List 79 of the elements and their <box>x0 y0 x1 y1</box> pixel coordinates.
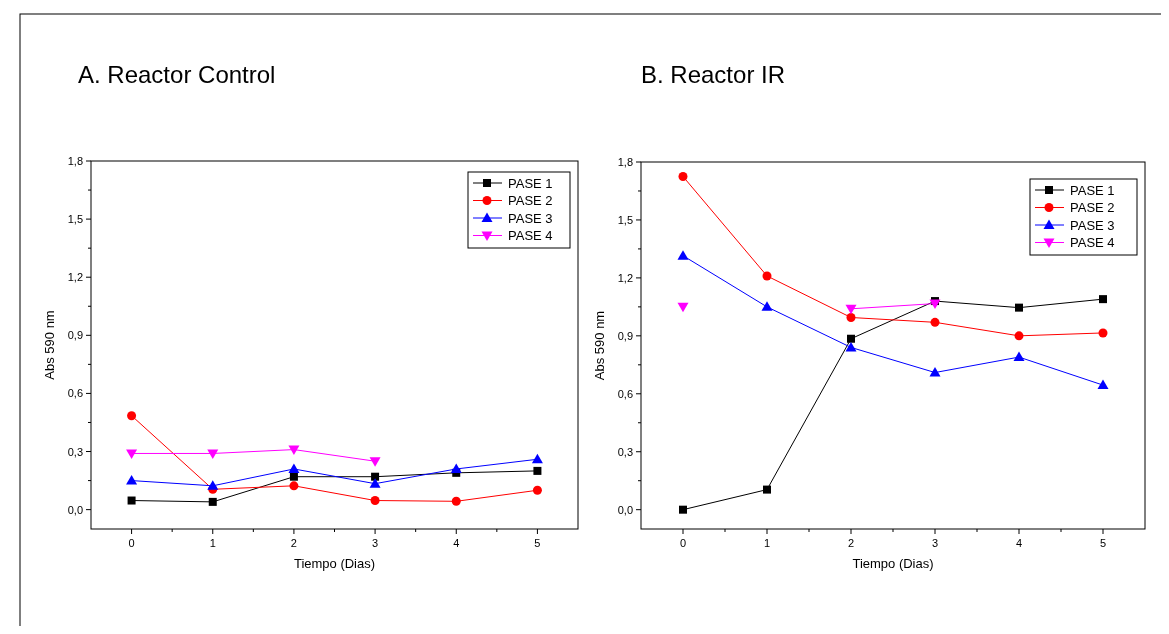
point <box>288 445 300 456</box>
legend-label: PASE 3 <box>508 210 553 226</box>
x-tick-label: 2 <box>290 537 297 549</box>
x-tick-label: 5 <box>1099 537 1107 549</box>
point <box>1098 328 1108 338</box>
point <box>289 481 299 491</box>
point <box>208 497 217 506</box>
legend-label: PASE 4 <box>508 228 553 243</box>
y-tick-label: 0,0 <box>617 503 633 516</box>
legend-label: PASE 2 <box>1070 200 1115 215</box>
x-axis-title: Tiempo (Dias) <box>852 556 934 571</box>
y-tick-label: 0,6 <box>617 387 633 400</box>
point <box>678 171 688 181</box>
x-tick-label: 3 <box>372 537 379 549</box>
point <box>677 250 689 260</box>
point <box>1099 295 1107 304</box>
y-tick-label: 0,9 <box>617 329 633 342</box>
y-tick-label: 0,3 <box>617 445 633 458</box>
y-tick-label: 1,2 <box>617 271 633 284</box>
legend-label: PASE 3 <box>1070 217 1115 233</box>
point <box>761 301 773 311</box>
point <box>763 485 771 494</box>
point <box>207 480 219 490</box>
legend-label: PASE 2 <box>508 193 553 208</box>
x-tick-label: 3 <box>931 537 939 549</box>
x-tick-label: 5 <box>534 537 541 549</box>
point <box>1013 351 1025 362</box>
point <box>847 334 855 343</box>
point <box>679 505 687 514</box>
x-tick-label: 4 <box>1015 537 1023 549</box>
y-tick-label: 1,2 <box>67 271 83 284</box>
point <box>845 304 857 315</box>
legend-label: PASE 1 <box>508 175 553 191</box>
point <box>532 485 542 495</box>
point <box>677 302 689 313</box>
point <box>369 478 381 488</box>
x-tick-label: 0 <box>128 537 135 549</box>
chart-title: A. Reactor Control <box>78 61 276 88</box>
point <box>126 449 138 459</box>
x-tick-label: 0 <box>679 537 687 549</box>
point <box>207 449 219 459</box>
x-tick-label: 1 <box>763 537 771 549</box>
legend-label: PASE 4 <box>1070 235 1115 250</box>
point <box>126 475 138 485</box>
x-tick-label: 2 <box>847 537 855 549</box>
point <box>371 472 380 481</box>
point <box>451 496 461 506</box>
point <box>531 453 543 464</box>
x-tick-label: 4 <box>453 537 460 549</box>
y-tick-label: 0,0 <box>67 503 83 516</box>
point <box>127 411 137 421</box>
chart-title: B. Reactor IR <box>641 61 786 88</box>
point <box>1097 379 1109 390</box>
y-tick-label: 0,6 <box>67 387 83 400</box>
y-tick-label: 1,8 <box>617 156 633 168</box>
point <box>762 271 772 281</box>
point <box>127 496 136 505</box>
point <box>1014 331 1024 341</box>
point <box>930 317 940 327</box>
y-tick-label: 0,9 <box>67 329 83 342</box>
point <box>929 367 941 377</box>
point <box>846 312 856 322</box>
point <box>845 341 857 352</box>
point <box>369 457 381 467</box>
point <box>533 466 542 475</box>
x-axis-title: Tiempo (Dias) <box>293 556 376 571</box>
y-tick-label: 1,5 <box>617 213 633 226</box>
point <box>289 472 298 481</box>
y-tick-label: 1,5 <box>67 213 83 226</box>
y-tick-label: 1,8 <box>67 155 83 167</box>
point <box>288 463 300 473</box>
legend-label: PASE 1 <box>1070 182 1115 198</box>
y-axis-title: Abs 590 nm <box>592 310 607 381</box>
point <box>450 463 462 473</box>
point <box>1015 303 1023 312</box>
x-tick-label: 1 <box>209 537 216 549</box>
y-axis-title: Abs 590 nm <box>42 310 57 380</box>
y-tick-label: 0,3 <box>67 445 83 458</box>
point <box>370 496 380 506</box>
